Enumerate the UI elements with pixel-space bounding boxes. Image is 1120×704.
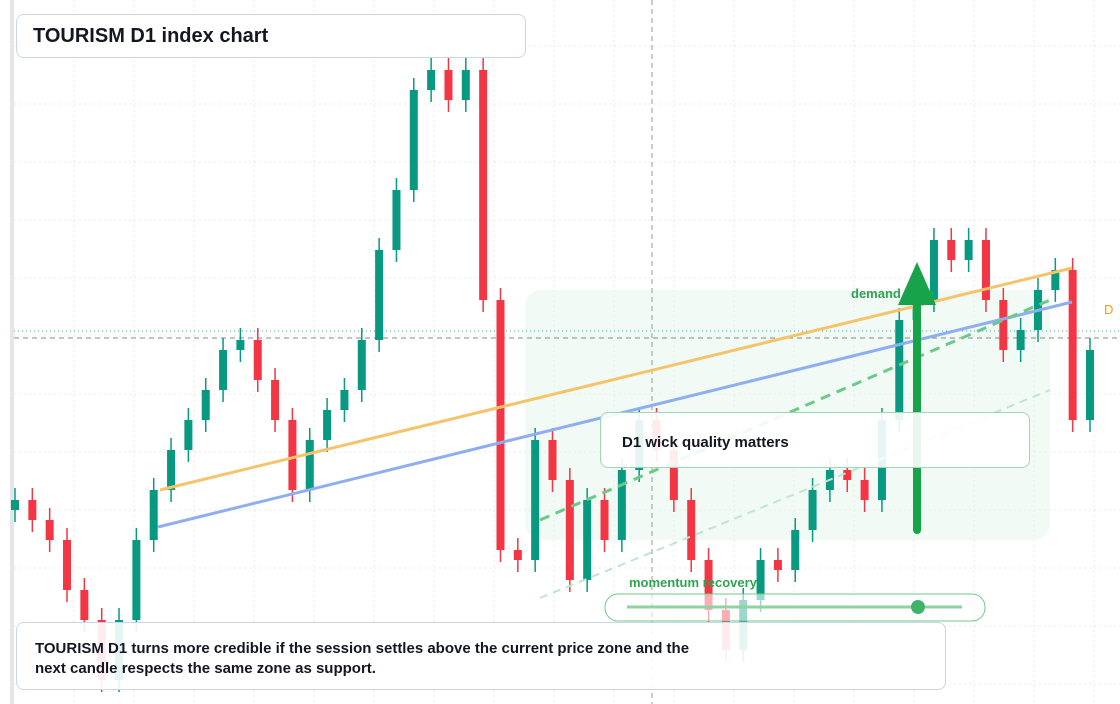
callout-text: D1 wick quality matters — [622, 434, 789, 451]
candle-body — [28, 500, 37, 520]
candle-body — [617, 470, 626, 540]
candle-body — [843, 470, 852, 480]
candle-body — [305, 440, 314, 490]
candle-body — [11, 500, 19, 510]
candle-body — [669, 450, 678, 500]
candle-body — [565, 480, 574, 580]
candle-body — [201, 390, 210, 420]
candle-body — [999, 300, 1008, 350]
candle-body — [45, 520, 54, 540]
note-panel: TOURISM D1 turns more credible if the se… — [16, 622, 946, 690]
title: TOURISM D1 index chart — [33, 25, 269, 47]
candle-body — [1016, 330, 1025, 350]
candle-body — [132, 540, 141, 620]
candle-body — [80, 590, 89, 620]
candle-body — [1068, 270, 1077, 420]
candle-body — [1086, 350, 1094, 420]
candle-body — [947, 240, 956, 260]
edge-tag-label: D — [1104, 302, 1113, 317]
candle-body — [219, 350, 228, 390]
candle-body — [271, 380, 280, 420]
candle-body — [427, 70, 436, 90]
candle-body — [895, 320, 904, 420]
candle-body — [357, 340, 366, 390]
candle-body — [860, 480, 869, 500]
candle-body — [513, 550, 522, 560]
candle-body — [461, 70, 470, 100]
candle-body — [323, 410, 332, 440]
edge-tag — [1099, 299, 1119, 319]
candle-body — [392, 190, 401, 250]
candle-body — [981, 240, 990, 300]
candle-body — [288, 420, 297, 490]
candle-body — [375, 250, 384, 340]
candle-body — [253, 340, 262, 380]
candle-body — [167, 450, 176, 490]
candle-body — [1051, 270, 1060, 290]
candle-body — [773, 560, 782, 570]
candle-body — [756, 560, 765, 600]
candle-body — [929, 240, 938, 300]
slider-handle[interactable] — [911, 600, 925, 614]
candle-body — [583, 500, 592, 580]
callout: D1 wick quality matters — [600, 412, 1030, 468]
note: TOURISM D1 turns more credible if the se… — [35, 640, 690, 677]
candle-body — [479, 70, 488, 300]
candle-body — [600, 500, 609, 540]
left-edge — [10, 0, 14, 704]
dashed-trend — [539, 298, 1051, 522]
candle-body — [149, 490, 158, 540]
candle-body — [687, 500, 696, 560]
slider-label: momentum recovery — [629, 575, 758, 590]
candle-body — [808, 490, 817, 530]
candle-body — [340, 390, 349, 410]
candle-body — [791, 530, 800, 570]
arrow-head — [898, 262, 936, 305]
candle-body — [548, 440, 557, 480]
candle-body — [444, 70, 453, 100]
candle-body — [531, 440, 540, 560]
candle-body — [409, 90, 418, 190]
candle-body — [496, 300, 505, 550]
candle-body — [704, 560, 713, 610]
candle-body — [63, 540, 72, 590]
candle-body — [236, 340, 245, 350]
dashed-trend — [539, 389, 1051, 599]
title-panel: TOURISM D1 index chart — [16, 14, 526, 58]
candle-body — [184, 420, 193, 450]
candle-body — [964, 240, 973, 260]
